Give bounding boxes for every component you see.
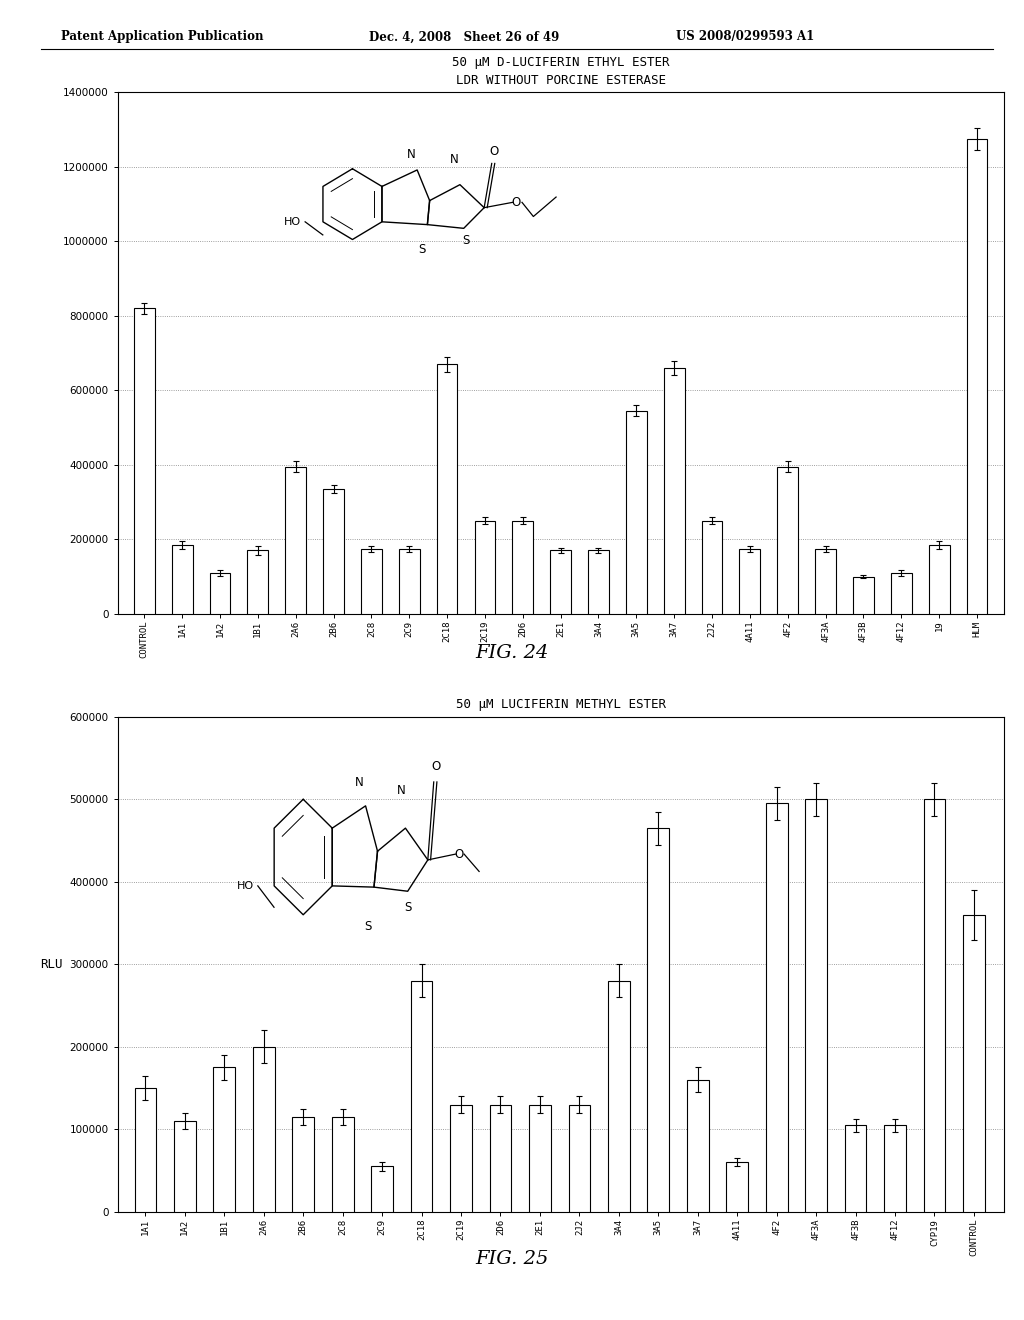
Y-axis label: RLU: RLU (40, 958, 62, 970)
Bar (512, 520, 534, 614)
Text: S: S (365, 920, 372, 933)
Bar (701, 520, 723, 614)
Bar (286, 467, 306, 614)
Text: HO: HO (285, 216, 301, 227)
Bar (608, 981, 630, 1212)
Bar (967, 139, 987, 614)
Bar (964, 915, 985, 1212)
Bar (568, 1105, 590, 1212)
Bar (134, 309, 155, 614)
Text: N: N (355, 776, 365, 789)
Title: 50 μM D-LUCIFERIN ETHYL ESTER
LDR WITHOUT PORCINE ESTERASE: 50 μM D-LUCIFERIN ETHYL ESTER LDR WITHOU… (452, 55, 670, 87)
Bar (550, 550, 571, 614)
Text: FIG. 24: FIG. 24 (475, 644, 549, 663)
Bar (891, 573, 911, 614)
Text: S: S (418, 243, 425, 256)
Bar (766, 804, 787, 1212)
Text: O: O (455, 847, 464, 861)
Bar (398, 549, 420, 614)
Bar (372, 1167, 393, 1212)
Bar (361, 549, 382, 614)
Bar (815, 549, 836, 614)
Text: HO: HO (237, 880, 254, 891)
Bar (853, 577, 873, 614)
Bar (292, 1117, 314, 1212)
Bar (436, 364, 458, 614)
Bar (248, 550, 268, 614)
Bar (687, 1080, 709, 1212)
Text: Patent Application Publication: Patent Application Publication (61, 30, 264, 44)
Text: N: N (450, 153, 459, 166)
Text: US 2008/0299593 A1: US 2008/0299593 A1 (676, 30, 814, 44)
Bar (777, 467, 798, 614)
Bar (324, 488, 344, 614)
Text: S: S (462, 234, 469, 247)
Bar (529, 1105, 551, 1212)
Text: S: S (404, 902, 412, 915)
Bar (626, 411, 647, 614)
Bar (845, 1125, 866, 1212)
Bar (739, 549, 760, 614)
Bar (588, 550, 609, 614)
Bar (213, 1068, 236, 1212)
Bar (134, 1088, 157, 1212)
Bar (489, 1105, 511, 1212)
Text: N: N (408, 148, 416, 161)
Text: FIG. 25: FIG. 25 (475, 1250, 549, 1269)
Bar (726, 1162, 749, 1212)
Title: 50 μM LUCIFERIN METHYL ESTER: 50 μM LUCIFERIN METHYL ESTER (456, 698, 666, 711)
Bar (332, 1117, 353, 1212)
Text: Dec. 4, 2008   Sheet 26 of 49: Dec. 4, 2008 Sheet 26 of 49 (369, 30, 559, 44)
Text: O: O (512, 195, 521, 209)
Bar (647, 828, 669, 1212)
Bar (884, 1125, 906, 1212)
Bar (664, 368, 685, 614)
Bar (253, 1047, 274, 1212)
Bar (929, 545, 949, 614)
Bar (451, 1105, 472, 1212)
Bar (411, 981, 432, 1212)
Bar (924, 799, 945, 1212)
Bar (172, 545, 193, 614)
Text: O: O (431, 760, 440, 774)
Text: O: O (489, 145, 499, 158)
Bar (210, 573, 230, 614)
Text: N: N (397, 784, 406, 797)
Bar (474, 520, 496, 614)
Bar (174, 1121, 196, 1212)
Bar (805, 799, 827, 1212)
